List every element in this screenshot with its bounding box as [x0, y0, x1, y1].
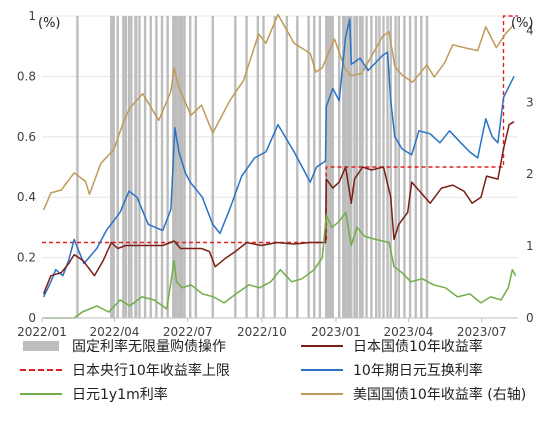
left-axis-unit: (%) [38, 16, 61, 31]
legend-swatch-tan-line [301, 393, 343, 395]
fixed-rate-operation-bar [180, 16, 184, 318]
legend-label: 日本央行10年收益率上限 [72, 363, 230, 379]
series-line-ust [42, 13, 515, 211]
fixed-rate-operation-bar [313, 16, 316, 318]
fixed-rate-operation-bar [149, 16, 152, 318]
legend-item-boj-cap: 日本央行10年收益率上限 [20, 358, 230, 382]
fixed-rate-operation-bar [342, 16, 345, 318]
legend-label: 日元1y1m利率 [72, 387, 168, 403]
y-right-tick-label: 0 [526, 311, 534, 325]
legend-swatch-gray-bar [23, 341, 59, 351]
legend-swatch-green-line [20, 393, 62, 395]
legend-item-fixed-rate-operation: 固定利率无限量购债操作 [20, 334, 226, 358]
fixed-rate-operation-bar [166, 16, 169, 318]
fixed-rate-operation-bar [285, 16, 289, 318]
y-right-tick-label: 2 [526, 167, 534, 181]
fixed-rate-operation-bar [420, 16, 423, 318]
legend-swatch-red-dashed-line [20, 369, 62, 371]
y-left-tick-label: 1 [28, 9, 36, 23]
fixed-rate-operation-bar [355, 16, 359, 318]
y-right-tick-label: 1 [526, 239, 534, 253]
y-left-tick-label: 0 [28, 311, 36, 325]
x-tick-label: 2023/01 [311, 325, 361, 336]
series-lines [42, 13, 518, 319]
fixed-rate-operation-bar [318, 16, 322, 318]
fixed-rate-operation-bar [425, 16, 429, 318]
legend-item-jgb-10y: 日本国债10年收益率 [301, 334, 483, 358]
fixed-rate-operation-bar [296, 16, 299, 318]
fixed-rate-operation-bar [138, 16, 141, 318]
fixed-rate-operation-bar [397, 16, 400, 318]
y-left-tick-label: 0.6 [17, 130, 36, 144]
x-tick-label: 2022/01 [17, 325, 67, 336]
fixed-rate-operation-bar [135, 16, 138, 318]
fixed-rate-operation-bar [389, 16, 392, 318]
fixed-rate-operation-bar [348, 16, 351, 318]
axes: 0 0.2 0.4 0.6 0.8 1 0 1 2 3 4 2022/01 2022/04 2022/07… [17, 9, 534, 336]
fixed-rate-operation-bar [188, 16, 192, 318]
legend-label: 日本国债10年收益率 [353, 339, 483, 355]
fixed-rate-operation-bar [160, 16, 164, 318]
legend-swatch-dark-red-line [301, 345, 343, 347]
legend-item-ust-10y: 美国国债10年收益率 (右轴) [301, 382, 526, 406]
legend-item-jpy-1y1m: 日元1y1m利率 [20, 382, 168, 406]
fixed-rate-operation-bar [307, 16, 310, 318]
right-axis-unit: (%) [511, 16, 534, 31]
legend-label: 美国国债10年收益率 (右轴) [353, 387, 527, 403]
chart-canvas: 0 0.2 0.4 0.6 0.8 1 0 1 2 3 4 2022/01 2022/04 2022/07… [17, 9, 534, 336]
x-tick-label: 2022/04 [90, 325, 140, 336]
series-line-jgb [42, 121, 515, 295]
fixed-rate-operation-bar [194, 16, 198, 318]
fixed-rate-operation-bar [143, 16, 147, 318]
fixed-rate-operation-bar [256, 16, 260, 318]
fixed-rate-operation-bar [262, 16, 265, 318]
y-right-tick-label: 4 [526, 23, 534, 37]
fixed-rate-operation-bar [122, 16, 125, 318]
fixed-rate-operation-bar [175, 16, 178, 318]
fixed-rate-operation-bar [127, 16, 131, 318]
fixed-rate-operation-bar [76, 16, 79, 318]
fixed-rate-operation-bar [370, 16, 373, 318]
fixed-rate-operation-bar [116, 16, 119, 318]
fixed-rate-operation-bar [112, 16, 115, 318]
legend-label: 固定利率无限量购债操作 [72, 339, 226, 355]
legend-swatch-blue-line [301, 369, 343, 371]
fixed-rate-operation-bar [234, 16, 237, 318]
fixed-rate-operation-bar [378, 16, 381, 318]
x-tick-label: 2022/10 [237, 325, 287, 336]
fixed-rate-operation-bar [183, 16, 186, 318]
series-line-swap [42, 18, 515, 298]
fixed-rate-operation-bar [155, 16, 158, 318]
x-tick-label: 2022/07 [163, 325, 213, 336]
x-tick-label: 2023/04 [384, 325, 434, 336]
fixed-rate-operation-bar [327, 16, 330, 318]
x-tick-label: 2023/07 [457, 325, 507, 336]
legend: 固定利率无限量购债操作 日本国债10年收益率 日本央行10年收益率上限 10年期… [20, 334, 545, 430]
fixed-rate-operation-bar [273, 16, 276, 318]
fixed-rate-operation-bar [350, 16, 353, 318]
y-left-tick-label: 0.2 [17, 251, 36, 265]
fixed-rate-operation-bar [245, 16, 248, 318]
fixed-rate-operation-bar [124, 16, 127, 318]
y-left-tick-label: 0.4 [17, 190, 36, 204]
fixed-rate-operation-bar [130, 16, 133, 318]
y-left-tick-label: 0.8 [17, 69, 36, 83]
legend-item-jpy-swap-10y: 10年期日元互换利率 [301, 358, 483, 382]
y-right-tick-label: 3 [526, 95, 534, 109]
fixed-rate-operation-bar [211, 16, 214, 318]
legend-label: 10年期日元互换利率 [353, 363, 483, 379]
series-line-y1y1m [43, 211, 517, 319]
